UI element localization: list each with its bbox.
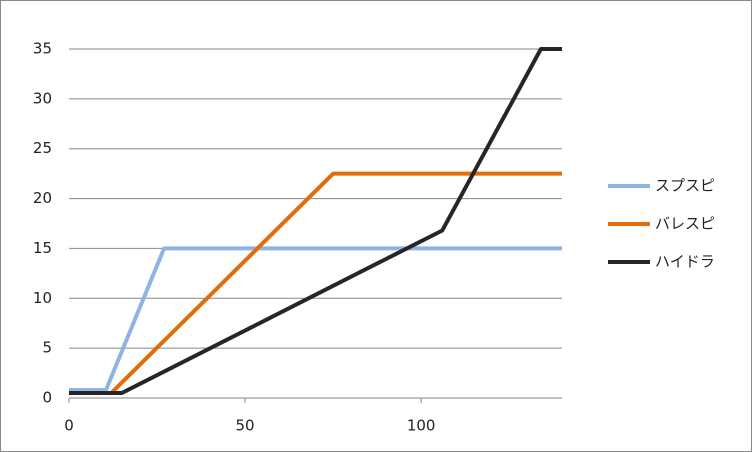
y-tick-label: 20: [33, 189, 52, 207]
x-tick-label: 100: [407, 417, 436, 435]
series-line: [69, 47, 562, 396]
legend-label: ハイドラ: [655, 253, 715, 271]
series-line: [69, 246, 562, 393]
legend-label: スプスピ: [655, 177, 715, 195]
y-tick-label: 5: [42, 339, 52, 357]
y-tick-label: 10: [33, 289, 52, 307]
y-tick-label: 25: [33, 139, 52, 157]
y-tick-label: 35: [33, 40, 52, 58]
legend-label: バレスピ: [655, 215, 715, 233]
x-tick-label: 0: [64, 417, 74, 435]
y-tick-label: 0: [42, 389, 52, 407]
x-tick-label: 50: [236, 417, 255, 435]
y-tick-label: 30: [33, 89, 52, 107]
y-tick-label: 15: [33, 239, 52, 257]
